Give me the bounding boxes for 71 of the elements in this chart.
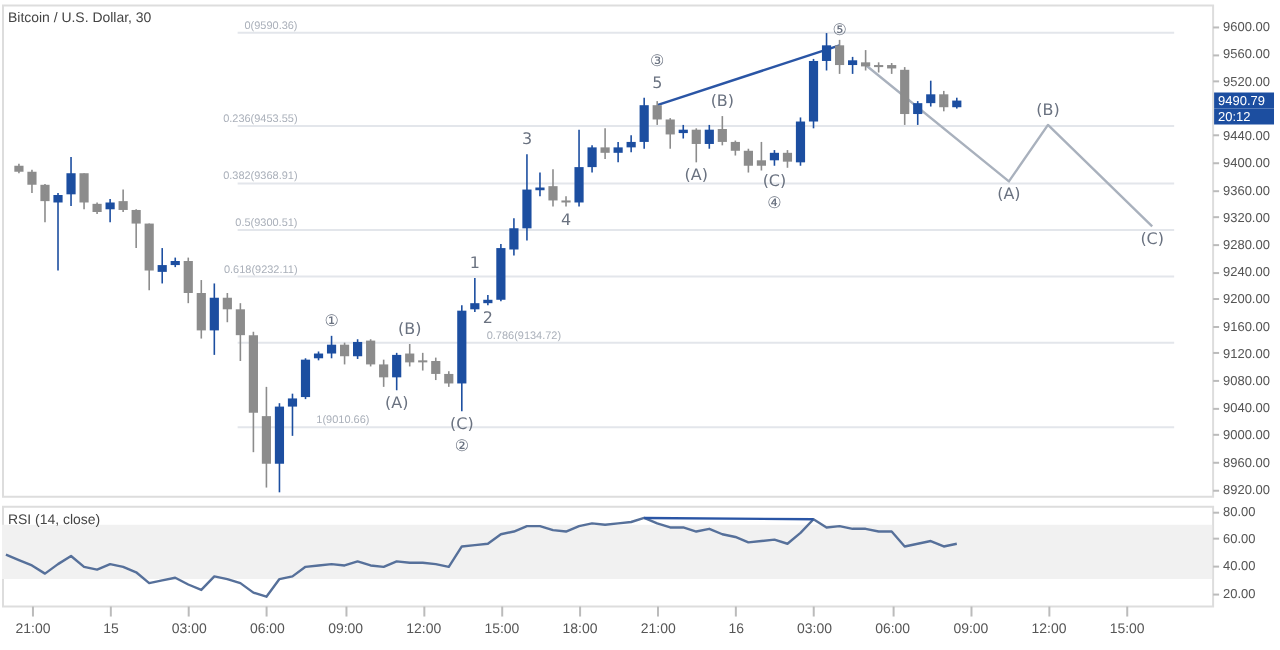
- line-series: [4, 516, 958, 598]
- candlestick: [509, 217, 519, 257]
- candlestick: [53, 192, 63, 272]
- candlestick: [326, 335, 337, 360]
- annotation: (A): [997, 185, 1021, 204]
- annotation: 2: [482, 309, 493, 328]
- candlestick: [366, 338, 376, 368]
- annotation: ②: [454, 437, 469, 456]
- annotation: (B): [1036, 100, 1060, 119]
- candlestick: [183, 256, 193, 304]
- candlestick: [196, 279, 206, 340]
- candlestick: [470, 277, 480, 313]
- candlestick: [40, 183, 50, 224]
- candlestick: [900, 66, 910, 126]
- annotation: (B): [398, 320, 422, 339]
- candlestick: [600, 127, 610, 160]
- candlestick: [105, 198, 115, 224]
- candlestick: [392, 352, 402, 392]
- candlestick: [691, 127, 701, 164]
- candlestick: [300, 357, 311, 400]
- candlestick: [144, 222, 154, 292]
- candlestick: [939, 90, 949, 113]
- annotation: 4: [560, 210, 572, 229]
- candlestick: [613, 141, 623, 164]
- candlestick: [157, 247, 167, 285]
- annotation: (C): [762, 171, 787, 190]
- candlestick: [235, 302, 245, 362]
- candlestick: [261, 386, 272, 489]
- annotation: 1: [469, 254, 480, 273]
- candlestick: [652, 100, 662, 126]
- candlestick: [27, 169, 37, 194]
- candlestick: [795, 116, 806, 167]
- candlestick: [561, 195, 571, 208]
- candlestick: [743, 147, 753, 174]
- annotation: (A): [385, 394, 409, 413]
- annotation: ③: [650, 51, 665, 70]
- candlestick: [548, 168, 558, 208]
- annotation: (C): [1140, 230, 1164, 249]
- annotation: (C): [450, 415, 474, 434]
- candlestick: [587, 144, 597, 174]
- annotation: (B): [710, 92, 735, 111]
- annotation: ④: [767, 193, 782, 212]
- candlestick: [639, 96, 649, 150]
- candlestick: [926, 79, 936, 108]
- candlestick: [287, 392, 298, 437]
- candlestick: [756, 141, 766, 172]
- candlestick: [131, 208, 141, 249]
- candlestick: [717, 115, 727, 147]
- candlestick: [704, 124, 714, 150]
- candlestick: [861, 49, 871, 72]
- candlestick: [118, 188, 128, 213]
- candlestick: [574, 128, 584, 208]
- candlestick: [431, 356, 441, 381]
- candlestick: [418, 352, 428, 372]
- candlestick: [821, 32, 832, 72]
- candlestick: [522, 153, 532, 242]
- candlestick: [353, 338, 363, 360]
- annotation: 5: [652, 73, 663, 92]
- candlestick: [209, 282, 219, 356]
- annotation: ⑤: [832, 21, 847, 40]
- candlestick: [222, 292, 232, 324]
- candlestick: [339, 341, 350, 366]
- annotation: ①: [324, 311, 339, 330]
- candlestick: [379, 358, 389, 388]
- annotation: (A): [684, 166, 708, 185]
- candlestick: [66, 156, 76, 207]
- candlestick: [665, 117, 675, 150]
- candlestick: [913, 100, 923, 126]
- candlestick: [79, 172, 89, 211]
- candlestick: [834, 39, 845, 75]
- annotation: 3: [521, 130, 533, 149]
